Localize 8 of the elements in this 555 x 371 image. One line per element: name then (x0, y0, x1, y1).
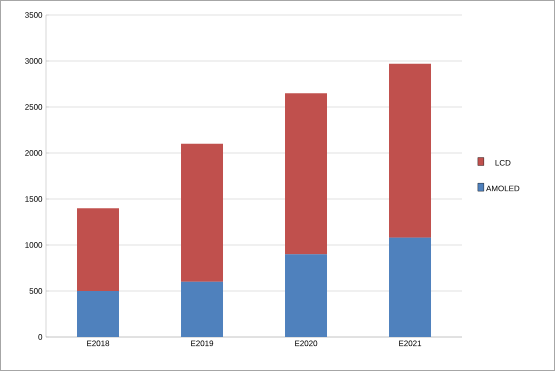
bar (181, 144, 224, 282)
bar (77, 291, 120, 337)
bar (285, 254, 328, 337)
bar (389, 64, 432, 238)
bar (285, 93, 328, 254)
bar (77, 208, 120, 291)
bar (181, 282, 224, 337)
bar (389, 238, 432, 337)
